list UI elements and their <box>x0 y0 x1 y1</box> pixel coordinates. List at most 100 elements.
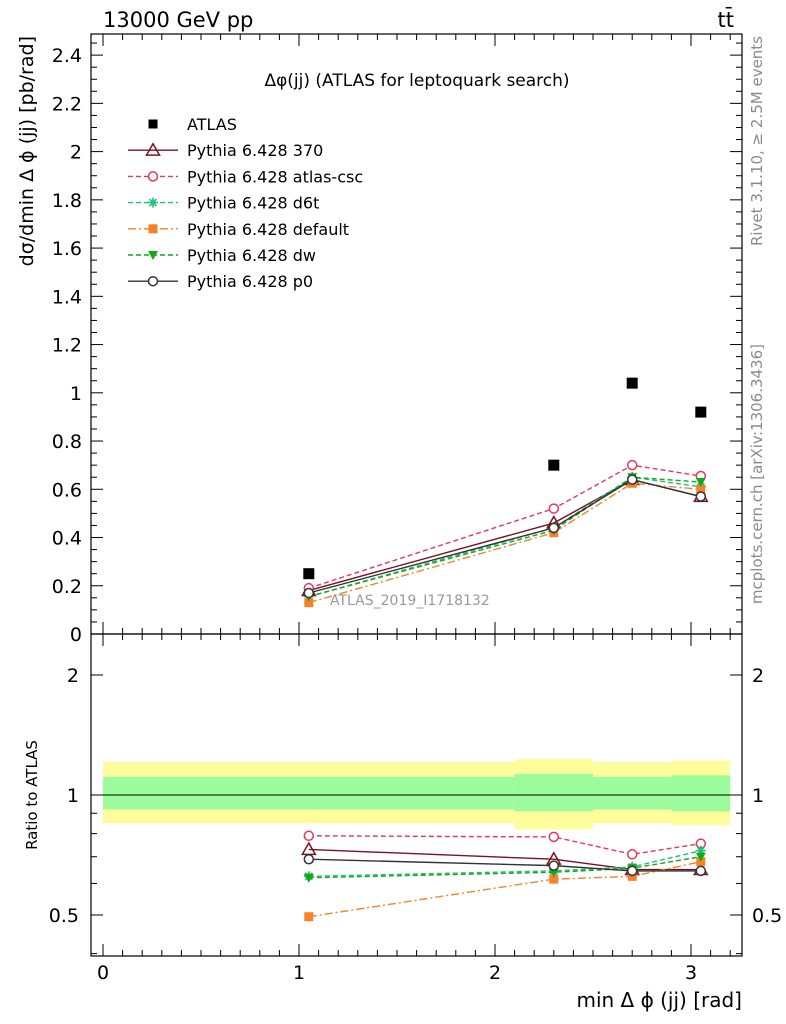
main-y-tick-label: 2.4 <box>52 45 82 67</box>
main-y-tick-label: 1 <box>70 383 82 405</box>
main-y-tick-label: 2.2 <box>52 93 82 115</box>
ratio-point <box>626 849 638 860</box>
ratio-y-tick-labels: 0.5 0.5 1 1 2 2 <box>49 665 782 927</box>
legend-entry: Pythia 6.428 dw <box>128 246 316 265</box>
ratio-point <box>304 912 314 922</box>
ratio-series-pythia-6-428-atlas-csc <box>303 830 707 860</box>
legend-entry: Pythia 6.428 d6t <box>128 194 319 213</box>
stat-band <box>593 776 672 810</box>
legend-entry: Pythia 6.428 p0 <box>128 272 313 291</box>
ratio-y-tick-label-right: 2 <box>752 665 764 687</box>
ratio-y-tick-label-left: 0.5 <box>49 905 79 927</box>
ratio-series-group <box>301 830 709 922</box>
stat-band <box>514 773 593 812</box>
x-tick-label: 1 <box>293 962 305 984</box>
stat-band <box>671 775 731 812</box>
main-y-axis-label: dσ/dmin Δ ϕ (jj) [pb/rad] <box>16 36 38 266</box>
mc-point <box>626 474 638 485</box>
mc-point <box>695 491 707 502</box>
ratio-y-tick-label-right: 0.5 <box>752 905 782 927</box>
stat-band <box>103 776 515 810</box>
ratio-y-tick-label-left: 2 <box>67 665 79 687</box>
ratio-point <box>695 865 707 877</box>
x-axis-label: min Δ ϕ (jj) [rad] <box>576 988 742 1012</box>
ratio-y-tick-label-right: 1 <box>752 785 764 807</box>
mc-point <box>304 598 314 608</box>
series-line <box>308 464 701 589</box>
ratio-axis-ticks <box>91 634 742 956</box>
series-pythia-6-428-atlas-csc <box>303 459 707 594</box>
legend-marker <box>148 251 158 260</box>
legend-data-marker <box>148 119 158 129</box>
main-y-tick-label: 0.2 <box>52 576 82 598</box>
ratio-point <box>549 874 559 884</box>
ratio-point <box>626 865 638 877</box>
plot-title: Δφ(jj) (ATLAS for leptoquark search) <box>264 71 569 91</box>
series-line <box>308 478 701 594</box>
energy-label: 13000 GeV pp <box>103 8 253 32</box>
mc-point <box>303 587 315 599</box>
ratio-point <box>548 831 560 843</box>
mc-point <box>696 484 706 494</box>
rivet-label: Rivet 3.1.10, ≥ 2.5M events <box>748 36 766 246</box>
ratio-line <box>308 835 701 856</box>
ratio-point <box>303 873 314 883</box>
main-panel: 0 0.2 0.4 0.6 0.8 1 1.2 1.4 1.6 1.8 2 2.2 2.4 Δφ(jj)… <box>16 33 743 646</box>
ratio-point <box>627 871 637 881</box>
analysis-label: ATLAS_2019_I1718132 <box>330 593 490 609</box>
mc-point <box>548 522 560 534</box>
ratio-point <box>301 841 317 856</box>
series-pythia-6-428-370 <box>301 471 709 597</box>
legend-entry: Pythia 6.428 370 <box>128 141 323 160</box>
ratio-line <box>308 861 701 918</box>
main-y-tick-label: 0.4 <box>52 528 82 550</box>
main-y-tick-label: 0.8 <box>52 431 82 453</box>
ratio-uncertainty-bands <box>103 759 731 830</box>
series-atlas <box>303 377 707 580</box>
data-point <box>303 568 315 580</box>
ratio-point <box>303 830 315 842</box>
x-tick-label: 3 <box>685 962 697 984</box>
main-y-tick-labels: 0 0.2 0.4 0.6 0.8 1 1.2 1.4 1.6 1.8 2 2.2 2.4 <box>52 45 82 646</box>
data-point <box>695 406 707 418</box>
ratio-y-tick-label-left: 1 <box>67 785 79 807</box>
mc-point <box>548 503 560 514</box>
main-series-group <box>301 377 709 608</box>
series-pythia-6-428-dw <box>303 473 706 602</box>
source-label: mcplots.cern.ch [arXiv:1306.3436] <box>748 344 766 604</box>
ratio-point <box>695 845 706 856</box>
main-y-tick-label: 2 <box>70 142 82 164</box>
ratio-point <box>548 860 560 871</box>
ratio-line <box>308 856 701 879</box>
process-label: tt̄ <box>718 7 734 32</box>
legend-marker <box>148 224 158 234</box>
legend-marker <box>147 171 159 182</box>
ratio-x-tick-labels: 0 1 2 3 <box>97 962 697 984</box>
legend: ATLAS Pythia 6.428 370 Pythia 6.428 atlas-… <box>128 115 363 291</box>
ratio-panel: 0.5 0.5 1 1 2 2 0 1 2 3 Ratio to ATLAS min Δ ϕ (… <box>23 633 782 1012</box>
legend-label: Pythia 6.428 370 <box>187 141 323 160</box>
main-y-tick-label: 1.8 <box>52 190 82 212</box>
ratio-line <box>308 849 701 878</box>
legend-label: Pythia 6.428 atlas-csc <box>187 167 363 186</box>
legend-marker <box>147 275 159 287</box>
legend-label: Pythia 6.428 d6t <box>187 194 319 213</box>
ratio-series-pythia-6-428-p0 <box>303 853 707 877</box>
ratio-series-pythia-6-428-370 <box>301 841 709 876</box>
legend-label: Pythia 6.428 dw <box>187 246 316 265</box>
legend-label: Pythia 6.428 p0 <box>187 272 313 291</box>
legend-label: Pythia 6.428 default <box>187 220 349 239</box>
ratio-point <box>303 853 315 865</box>
ratio-point <box>696 857 706 867</box>
mc-point <box>695 478 706 488</box>
legend-entry: ATLAS <box>148 115 237 134</box>
ratio-line <box>308 858 701 872</box>
data-point <box>548 459 560 471</box>
main-axis-ticks <box>91 34 742 635</box>
x-tick-label: 2 <box>489 962 501 984</box>
series-line <box>308 478 701 592</box>
main-y-tick-label: 0 <box>70 624 82 646</box>
legend-entry: Pythia 6.428 atlas-csc <box>128 167 363 186</box>
series-pythia-6-428-p0 <box>303 474 707 599</box>
